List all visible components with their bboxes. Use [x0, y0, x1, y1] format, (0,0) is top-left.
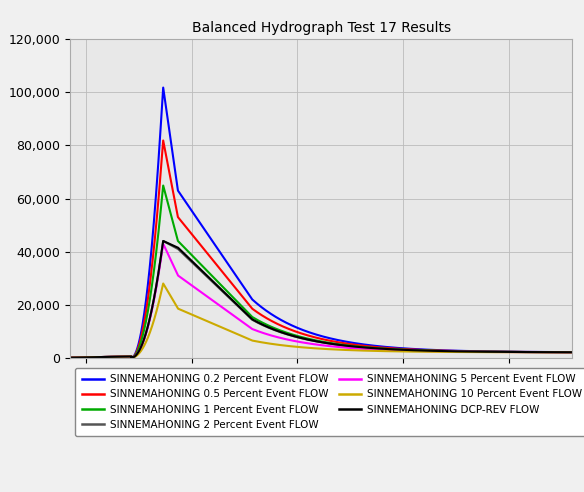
- Y-axis label: FLOW in CFS: FLOW in CFS: [0, 159, 4, 238]
- Legend: SINNEMAHONING 0.2 Percent Event FLOW, SINNEMAHONING 0.5 Percent Event FLOW, SINN: SINNEMAHONING 0.2 Percent Event FLOW, SI…: [75, 368, 584, 436]
- Title: Balanced Hydrograph Test 17 Results: Balanced Hydrograph Test 17 Results: [192, 22, 451, 35]
- X-axis label: Sep2004: Sep2004: [294, 382, 349, 395]
